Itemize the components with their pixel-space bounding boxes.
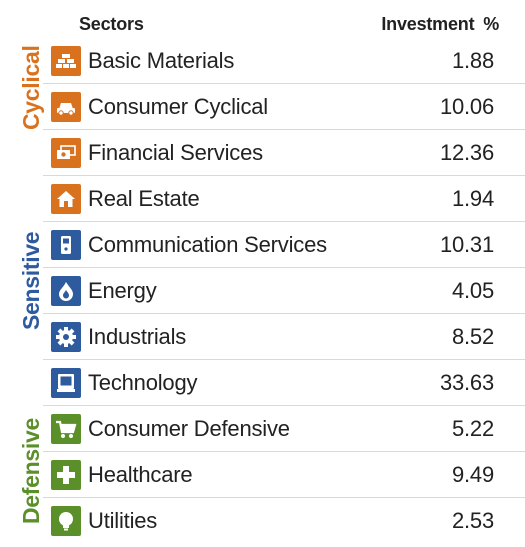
table-row: Technology 33.63 [43, 360, 525, 406]
row-divider [43, 267, 525, 268]
investment-percent: 12.36 [439, 140, 494, 165]
sector-name: Basic Materials [88, 48, 235, 73]
sector-name: Consumer Defensive [88, 416, 290, 441]
computer-icon [51, 368, 81, 398]
investment-column-header: Investment % [381, 14, 499, 34]
table-row: Industrials 8.52 [43, 314, 525, 360]
investment-percent: 1.94 [451, 186, 494, 211]
group-label-defensive: Defensive [18, 418, 44, 524]
row-divider [43, 497, 525, 498]
flame-icon [51, 276, 81, 306]
money-icon [51, 138, 81, 168]
investment-percent: 9.49 [451, 462, 494, 487]
investment-percent: 8.52 [451, 324, 494, 349]
investment-percent: 1.88 [451, 48, 494, 73]
medical-cross-icon [51, 460, 81, 490]
phone-icon [51, 230, 81, 260]
sector-name: Technology [88, 370, 198, 395]
house-icon [51, 184, 81, 214]
investment-percent: 2.53 [451, 508, 494, 533]
car-icon [51, 92, 81, 122]
group-label-sensitive: Sensitive [18, 231, 44, 330]
investment-percent: 5.22 [451, 416, 494, 441]
row-divider [43, 359, 525, 360]
row-divider [43, 129, 525, 130]
table-row: Real Estate 1.94 [43, 176, 525, 222]
light-bulb-icon [51, 506, 81, 536]
row-divider [43, 405, 525, 406]
table-header: Sectors Investment % [0, 0, 525, 46]
gold-bars-icon [51, 46, 81, 76]
table-row: Financial Services 12.36 [43, 130, 525, 176]
table-row: Healthcare 9.49 [43, 452, 525, 498]
table-row: Consumer Cyclical 10.06 [43, 84, 525, 130]
row-divider [43, 221, 525, 222]
sector-name: Industrials [88, 324, 187, 349]
sector-name: Healthcare [88, 462, 193, 487]
investment-percent: 10.31 [439, 232, 494, 257]
sector-name: Financial Services [88, 140, 263, 165]
row-divider [43, 83, 525, 84]
sector-name: Real Estate [88, 186, 200, 211]
sector-name: Utilities [88, 508, 158, 533]
table-row: Communication Services 10.31 [43, 222, 525, 268]
row-divider [43, 451, 525, 452]
investment-percent: 10.06 [439, 94, 494, 119]
row-divider [43, 313, 525, 314]
investment-percent: 33.63 [439, 370, 494, 395]
sector-name: Consumer Cyclical [88, 94, 268, 119]
investment-percent: 4.05 [451, 278, 494, 303]
group-label-cyclical: Cyclical [18, 45, 44, 130]
table-row: Basic Materials 1.88 [43, 38, 525, 84]
table-row: Utilities 2.53 [43, 498, 525, 544]
gear-icon [51, 322, 81, 352]
table-row: Energy 4.05 [43, 268, 525, 314]
table-row: Consumer Defensive 5.22 [43, 406, 525, 452]
sectors-column-header: Sectors [79, 14, 144, 34]
sector-name: Communication Services [88, 232, 327, 257]
sector-name: Energy [88, 278, 157, 303]
shopping-cart-icon [51, 414, 81, 444]
row-divider [43, 175, 525, 176]
